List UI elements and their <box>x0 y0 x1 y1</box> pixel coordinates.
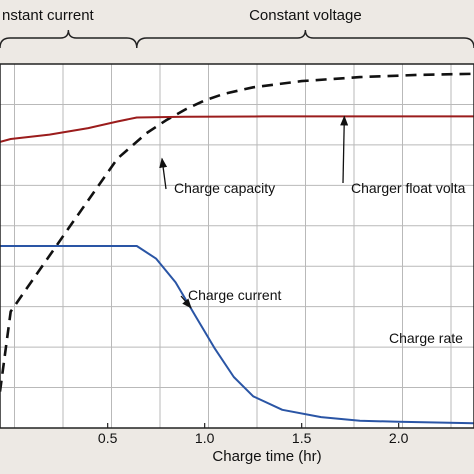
annotation-charge-rate: Charge rate <box>389 330 463 346</box>
phase-label-1: nstant current <box>2 7 95 24</box>
x-tick-label: 1.5 <box>292 430 312 446</box>
x-tick-label: 1.0 <box>195 430 215 446</box>
phase-bracket-1 <box>0 29 138 49</box>
plot-frame <box>0 63 474 429</box>
phase-label-2: Constant voltage <box>249 7 362 24</box>
annotations: Charge capacity Charger float volta Charge… <box>159 115 466 346</box>
x-tick-labels: 0.51.01.52.02.5 <box>98 423 409 446</box>
annotation-charge-current: Charge current <box>188 287 281 303</box>
grid <box>0 64 474 428</box>
annotation-charger-float-volta: Charger float volta <box>351 180 466 196</box>
phase-brackets: nstant current Constant voltage <box>0 7 474 49</box>
annotation-arrow-charge-current <box>180 295 192 309</box>
annotation-arrow-charger-float-volta <box>340 115 349 184</box>
x-axis-label: Charge time (hr) <box>212 448 321 465</box>
x-tick-label: 2.0 <box>389 430 409 446</box>
series-line-charge-current <box>0 245 474 425</box>
annotation-arrow-charge-capacity <box>159 157 168 190</box>
series-lines <box>0 72 474 425</box>
phase-bracket-2 <box>136 29 474 49</box>
annotation-charge-capacity: Charge capacity <box>174 180 275 196</box>
x-tick-label: 0.5 <box>98 430 118 446</box>
series-line-charger-float-voltage <box>0 115 474 143</box>
